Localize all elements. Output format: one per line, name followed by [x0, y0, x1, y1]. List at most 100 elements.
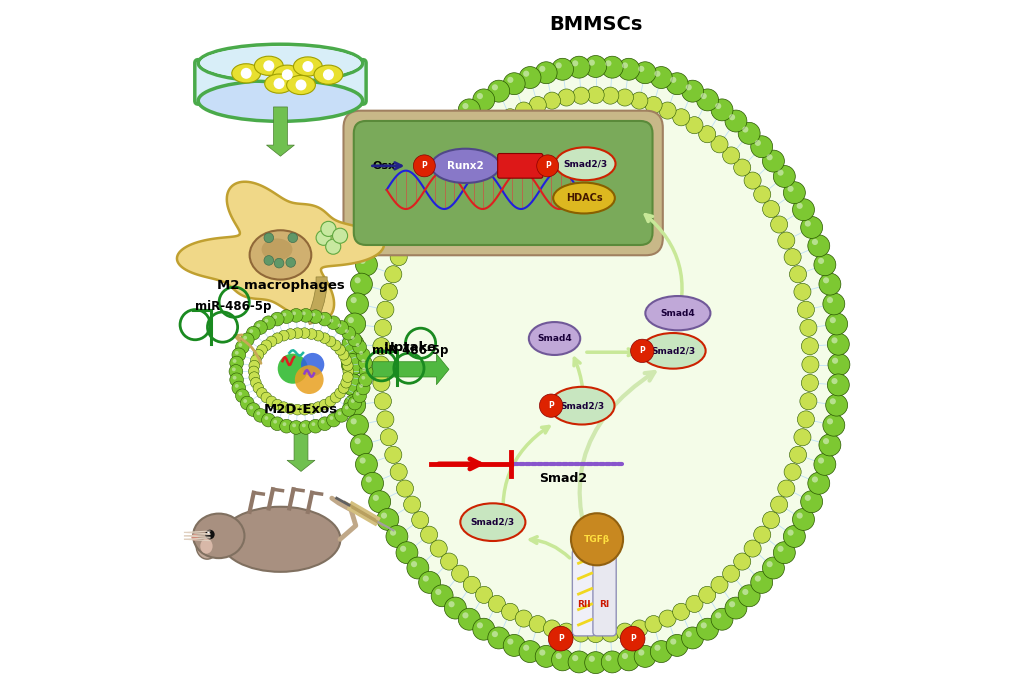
Circle shape	[435, 589, 441, 595]
Circle shape	[343, 394, 365, 416]
Circle shape	[351, 418, 357, 424]
Circle shape	[365, 476, 371, 482]
Circle shape	[822, 414, 844, 436]
Circle shape	[451, 565, 468, 582]
Ellipse shape	[261, 239, 292, 260]
Circle shape	[462, 612, 468, 619]
Circle shape	[600, 56, 623, 78]
Circle shape	[515, 610, 532, 627]
Circle shape	[407, 150, 428, 172]
Circle shape	[351, 273, 372, 295]
Text: TGFβ: TGFβ	[584, 535, 609, 544]
Circle shape	[557, 623, 575, 640]
Circle shape	[341, 374, 364, 396]
Circle shape	[321, 315, 324, 319]
Circle shape	[710, 99, 733, 121]
Circle shape	[463, 136, 480, 153]
Circle shape	[622, 653, 628, 659]
Circle shape	[347, 317, 354, 323]
Ellipse shape	[552, 182, 614, 213]
Ellipse shape	[431, 149, 499, 183]
Circle shape	[620, 626, 644, 651]
Circle shape	[811, 476, 817, 482]
Circle shape	[249, 406, 253, 409]
Circle shape	[777, 232, 794, 249]
Circle shape	[750, 572, 772, 593]
Circle shape	[714, 612, 720, 619]
Text: P: P	[544, 162, 550, 171]
Circle shape	[299, 308, 313, 322]
Circle shape	[458, 99, 480, 121]
Circle shape	[272, 333, 282, 343]
Circle shape	[338, 383, 348, 394]
Circle shape	[321, 222, 335, 237]
Circle shape	[729, 601, 735, 608]
Circle shape	[523, 645, 529, 651]
Ellipse shape	[528, 322, 580, 355]
Circle shape	[725, 597, 746, 619]
Ellipse shape	[352, 67, 838, 663]
Circle shape	[797, 301, 813, 319]
Circle shape	[572, 625, 589, 642]
Circle shape	[343, 313, 365, 335]
Circle shape	[318, 312, 331, 326]
Circle shape	[274, 259, 283, 268]
Polygon shape	[176, 182, 383, 321]
Circle shape	[264, 416, 268, 420]
Circle shape	[743, 540, 760, 557]
Circle shape	[762, 557, 784, 579]
Circle shape	[356, 254, 377, 276]
Circle shape	[282, 422, 286, 426]
Text: miR-486-5p: miR-486-5p	[372, 345, 448, 357]
Circle shape	[356, 453, 377, 475]
Circle shape	[710, 608, 733, 630]
Text: Osx: Osx	[373, 161, 395, 171]
Circle shape	[289, 308, 303, 322]
Circle shape	[799, 319, 816, 336]
Circle shape	[254, 409, 267, 422]
Circle shape	[710, 136, 728, 153]
Ellipse shape	[314, 65, 342, 85]
Circle shape	[801, 338, 817, 355]
Circle shape	[604, 655, 610, 661]
Circle shape	[380, 513, 386, 519]
Circle shape	[232, 359, 236, 363]
Circle shape	[356, 343, 359, 347]
Circle shape	[685, 595, 702, 612]
Circle shape	[502, 73, 525, 95]
Text: Smad2/3: Smad2/3	[562, 160, 607, 169]
Circle shape	[828, 317, 835, 323]
Circle shape	[448, 114, 454, 120]
Ellipse shape	[460, 504, 525, 541]
Circle shape	[491, 631, 497, 637]
Circle shape	[600, 651, 623, 673]
Circle shape	[347, 396, 362, 410]
Circle shape	[800, 217, 821, 238]
Circle shape	[772, 541, 795, 563]
Circle shape	[420, 186, 437, 203]
Circle shape	[372, 221, 378, 226]
Circle shape	[302, 312, 306, 315]
Circle shape	[444, 597, 466, 619]
Circle shape	[353, 340, 366, 354]
Circle shape	[696, 89, 717, 111]
Circle shape	[700, 93, 706, 99]
Circle shape	[658, 102, 676, 119]
Circle shape	[342, 372, 353, 383]
Circle shape	[321, 420, 324, 424]
Circle shape	[344, 330, 348, 333]
Ellipse shape	[200, 539, 212, 554]
Circle shape	[792, 508, 813, 530]
Circle shape	[404, 496, 420, 513]
Ellipse shape	[254, 56, 283, 76]
Circle shape	[263, 61, 274, 72]
Circle shape	[644, 616, 661, 633]
Circle shape	[261, 316, 275, 330]
Circle shape	[207, 532, 210, 535]
Ellipse shape	[286, 76, 315, 94]
Circle shape	[807, 473, 828, 494]
Circle shape	[681, 627, 703, 649]
Circle shape	[776, 546, 783, 552]
Circle shape	[539, 66, 545, 72]
Circle shape	[368, 491, 390, 513]
